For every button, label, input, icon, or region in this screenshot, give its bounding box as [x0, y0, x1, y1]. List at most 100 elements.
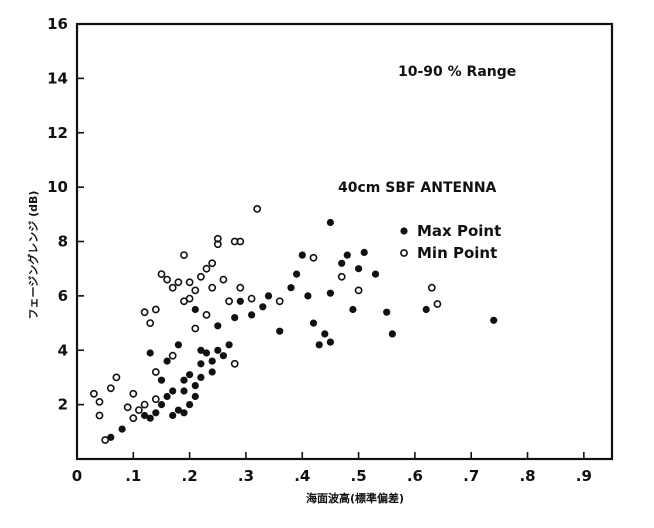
max-point [264, 292, 273, 300]
max-point [383, 308, 391, 316]
max-point [141, 411, 149, 420]
max-point [197, 373, 205, 381]
max-point [490, 316, 498, 324]
min-point [106, 384, 115, 393]
x-tick-label: .6 [407, 467, 423, 485]
max-point [174, 406, 182, 414]
max-point [169, 411, 177, 420]
min-point [140, 400, 149, 409]
min-point [151, 368, 160, 376]
max-point [309, 319, 318, 327]
max-point [208, 357, 216, 365]
antenna-annotation: 40cm SBF ANTENNA [338, 180, 497, 196]
max-point [118, 425, 126, 433]
y-tick-label: 2 [58, 396, 68, 414]
min-point [112, 373, 121, 382]
max-point [214, 322, 222, 330]
min-point [213, 240, 222, 249]
min-point [134, 406, 143, 414]
max-point [107, 433, 115, 441]
max-point [248, 311, 256, 319]
max-point [180, 409, 188, 417]
x-tick-label: .7 [463, 467, 479, 485]
min-point [354, 286, 363, 295]
max-point [157, 401, 166, 409]
y-tick-label: 4 [58, 341, 68, 359]
legend-min-marker [400, 249, 408, 257]
max-point [191, 392, 199, 401]
min-point [95, 411, 104, 420]
max-point [287, 284, 295, 292]
y-tick-label: 16 [47, 15, 68, 33]
max-point [276, 327, 284, 335]
min-point [236, 237, 245, 246]
min-point [213, 234, 222, 243]
max-point [225, 341, 233, 349]
max-point [298, 251, 306, 259]
max-point [371, 270, 380, 278]
max-point [259, 303, 267, 311]
max-point [338, 259, 346, 267]
max-point [236, 297, 244, 305]
max-point [360, 248, 368, 256]
max-point [202, 349, 211, 357]
min-point [168, 283, 177, 292]
min-point [163, 275, 171, 284]
min-point [208, 259, 217, 268]
max-point [197, 360, 205, 368]
min-point [253, 204, 262, 213]
max-point [326, 338, 334, 346]
min-point [230, 359, 239, 368]
y-tick-label: 8 [58, 233, 68, 251]
max-point [422, 305, 430, 314]
max-point [231, 314, 239, 322]
max-point [315, 341, 323, 349]
min-point [196, 272, 205, 281]
y-tick-label: 10 [47, 178, 68, 196]
min-point [101, 436, 110, 444]
y-tick-label: 12 [47, 124, 68, 142]
x-tick-label: .1 [125, 467, 141, 485]
max-point [186, 371, 194, 379]
max-point [169, 387, 177, 395]
min-point [236, 283, 245, 292]
min-point [225, 297, 233, 306]
min-point [202, 264, 211, 273]
max-point [163, 357, 171, 365]
x-tick-label: .3 [238, 467, 254, 485]
max-point [388, 330, 396, 338]
max-point [326, 218, 334, 227]
max-point [197, 346, 205, 354]
min-point [129, 414, 138, 423]
max-point [180, 387, 188, 395]
max-point [157, 376, 166, 384]
x-tick-label: 0 [72, 467, 82, 485]
min-point [151, 305, 160, 314]
min-point [146, 319, 155, 327]
min-point [157, 270, 166, 278]
max-point [349, 305, 357, 314]
min-point [180, 251, 188, 259]
max-point [191, 382, 199, 390]
max-point [146, 349, 154, 357]
x-tick-label: .8 [519, 467, 535, 485]
min-point [191, 286, 200, 295]
min-point [337, 272, 346, 281]
max-point [214, 346, 222, 354]
max-point [326, 289, 334, 297]
max-point [186, 401, 194, 409]
max-point [321, 330, 329, 338]
x-tick-label: .4 [294, 467, 310, 485]
max-point [174, 341, 182, 349]
min-point [151, 395, 160, 404]
max-point [146, 414, 154, 422]
min-point [433, 300, 442, 308]
min-point [247, 294, 256, 303]
x-tick-label: .2 [182, 467, 198, 485]
max-point [304, 292, 312, 300]
x-tick-label: .5 [351, 467, 367, 485]
max-point [163, 392, 171, 401]
min-point [309, 253, 318, 262]
x-axis-title: 海面波高(標準偏差) [306, 491, 404, 505]
